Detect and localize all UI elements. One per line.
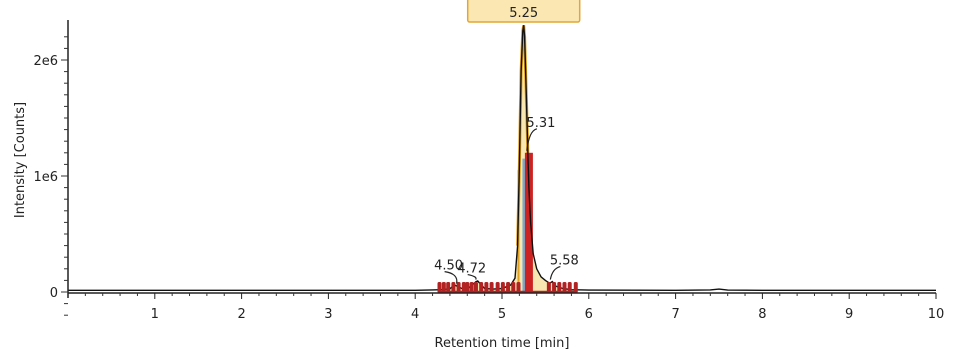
peak-marker bbox=[451, 282, 456, 293]
peak-label: 4.72 bbox=[457, 262, 486, 277]
peak-marker bbox=[441, 282, 446, 293]
peak-marker-row bbox=[437, 282, 578, 294]
peak-marker bbox=[567, 282, 572, 293]
x-tick-label: 10 bbox=[928, 307, 945, 322]
chromatogram-trace bbox=[68, 25, 936, 292]
peak-marker bbox=[495, 282, 500, 293]
peak-marker bbox=[446, 282, 451, 293]
peak-bar-layer bbox=[522, 152, 533, 292]
tick-layer: 1 2 3 4 5 6 7 8 9 10 0 1e6 2e6 bbox=[33, 36, 945, 322]
peak-area-fill bbox=[439, 25, 576, 292]
selected-peak-box bbox=[466, 0, 581, 23]
peak-label-leader bbox=[549, 265, 561, 280]
peak-marker bbox=[562, 282, 567, 293]
peak-marker bbox=[552, 282, 557, 293]
peak-marker bbox=[573, 282, 578, 293]
chromatogram-layer bbox=[68, 25, 936, 292]
x-tick-label: 4 bbox=[411, 307, 419, 322]
peak-label: 5.58 bbox=[550, 254, 579, 269]
peak-label-leader bbox=[444, 271, 458, 284]
peak-marker bbox=[437, 282, 442, 293]
peak-label-leader bbox=[467, 273, 477, 280]
peak-marker bbox=[546, 282, 551, 293]
peak-marker bbox=[500, 282, 505, 293]
peak-marker bbox=[484, 282, 489, 293]
y-tick-label: 2e6 bbox=[33, 54, 58, 69]
x-tick-label: 6 bbox=[585, 307, 593, 322]
selected-peak-label: 5.25 bbox=[509, 6, 538, 21]
y-tick-label: 0 bbox=[50, 286, 58, 301]
peak-marker bbox=[557, 282, 562, 293]
y-tick-label: 1e6 bbox=[33, 170, 58, 185]
peak-label-leader bbox=[526, 128, 538, 151]
selected-peak-callout[interactable]: 5.25 bbox=[466, 0, 581, 23]
peak-bar-5-31 bbox=[524, 152, 533, 292]
x-axis-title: Retention time [min] bbox=[435, 336, 570, 351]
peak-marker bbox=[511, 282, 516, 293]
peak-marker bbox=[469, 282, 474, 293]
peak-label: 4.50 bbox=[434, 259, 463, 274]
x-tick-label: 3 bbox=[324, 307, 332, 322]
peak-marker bbox=[473, 282, 478, 293]
x-tick-label: 1 bbox=[151, 307, 159, 322]
peak-marker bbox=[479, 282, 484, 293]
x-tick-label: 8 bbox=[758, 307, 766, 322]
x-tick-label: 2 bbox=[237, 307, 245, 322]
peak-marker bbox=[456, 282, 461, 293]
peak-marker bbox=[506, 282, 511, 293]
peak-area-layer bbox=[439, 24, 576, 292]
y-axis-title: Intensity [Counts] bbox=[13, 102, 28, 218]
x-tick-label: 9 bbox=[845, 307, 853, 322]
peak-marker bbox=[489, 282, 494, 293]
x-tick-label: 7 bbox=[671, 307, 679, 322]
axes-layer bbox=[67, 20, 936, 298]
peak-marker bbox=[465, 282, 470, 293]
peak-label: 5.31 bbox=[526, 116, 555, 131]
peak-marker bbox=[461, 282, 466, 293]
peak-label-layer: 4.504.72 5.31 5.58 bbox=[434, 116, 579, 284]
x-tick-label: 5 bbox=[498, 307, 506, 322]
peak-marker bbox=[516, 282, 521, 293]
